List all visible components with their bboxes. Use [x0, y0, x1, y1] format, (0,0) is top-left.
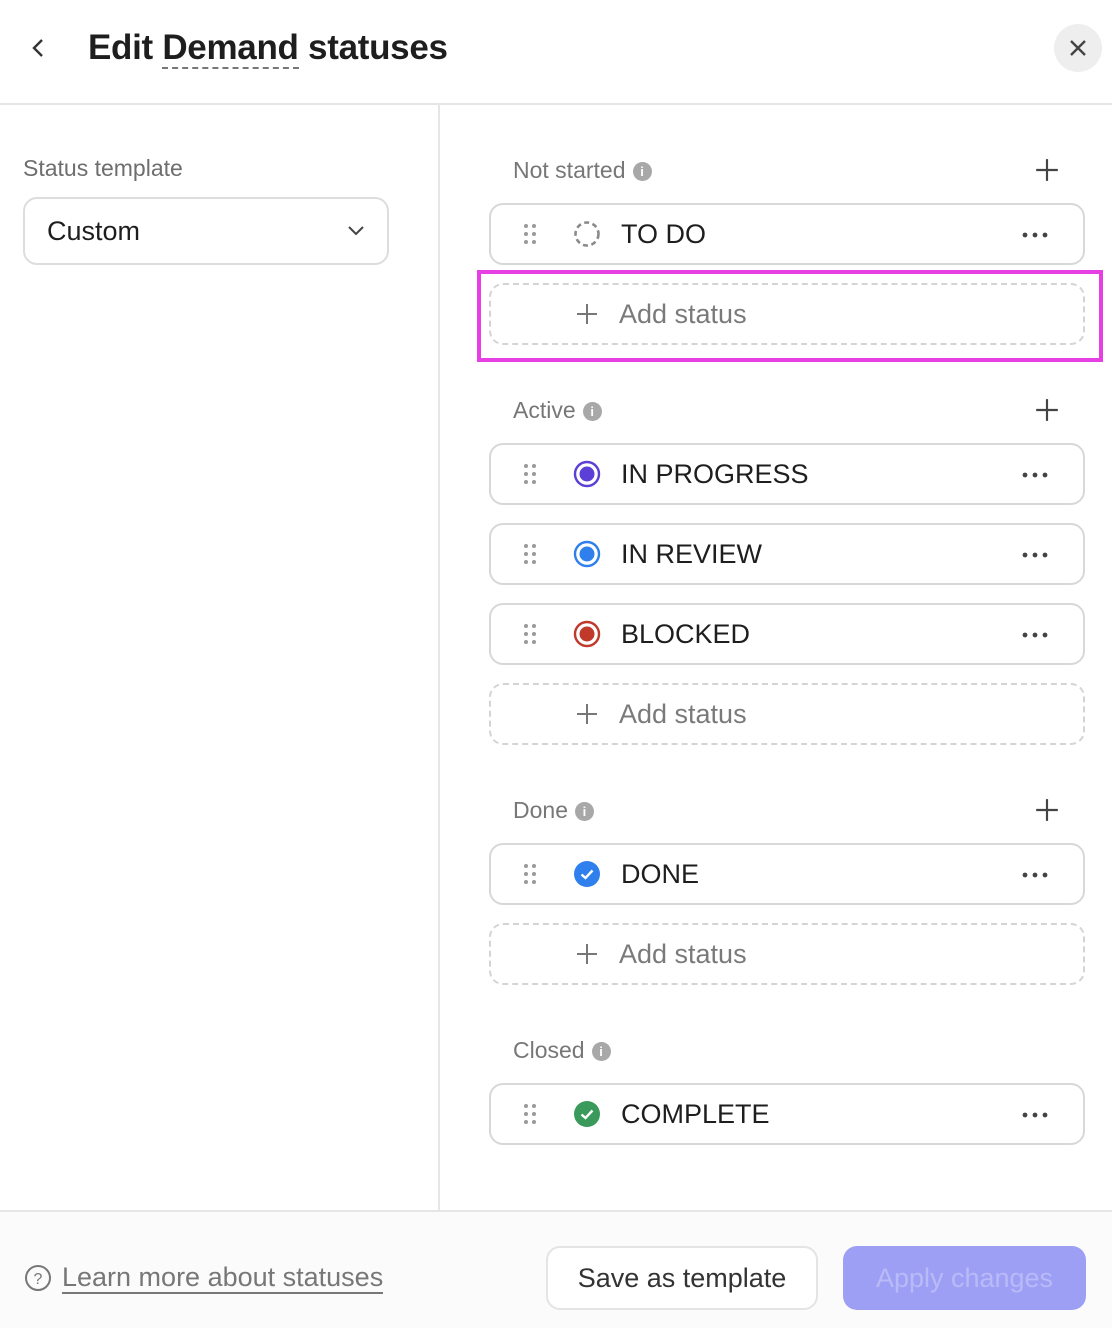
- status-section: Closed i COMPLETE: [489, 1017, 1085, 1145]
- back-icon[interactable]: [26, 32, 50, 64]
- section-title: Done: [513, 796, 568, 823]
- dialog-footer: ? Learn more about statuses Save as temp…: [0, 1210, 1112, 1328]
- add-status-label: Add status: [619, 698, 747, 729]
- more-options-icon[interactable]: [1021, 1105, 1049, 1125]
- more-options-icon[interactable]: [1021, 465, 1049, 485]
- section-title: Not started: [513, 156, 626, 183]
- apply-changes-button[interactable]: Apply changes: [843, 1246, 1086, 1310]
- add-status-button[interactable]: Add status: [489, 923, 1085, 985]
- section-header: Active i: [489, 377, 1085, 443]
- status-row[interactable]: IN REVIEW: [489, 523, 1085, 585]
- plus-icon: [577, 704, 597, 724]
- chevron-down-icon: [348, 226, 364, 236]
- status-name: COMPLETE: [621, 1098, 770, 1129]
- status-row[interactable]: TO DO: [489, 203, 1085, 265]
- section-header: Done i: [489, 777, 1085, 843]
- more-options-icon[interactable]: [1021, 225, 1049, 245]
- status-name: BLOCKED: [621, 618, 751, 649]
- plus-icon: [1036, 399, 1058, 421]
- drag-handle-icon[interactable]: [523, 623, 537, 645]
- section-title: Active: [513, 396, 576, 423]
- status-template-label: Status template: [23, 155, 183, 181]
- plus-icon: [577, 304, 597, 324]
- status-section: Not started i TO DO Add status: [489, 137, 1085, 345]
- more-options-icon[interactable]: [1021, 625, 1049, 645]
- status-row[interactable]: COMPLETE: [489, 1083, 1085, 1145]
- status-name: DONE: [621, 858, 700, 889]
- more-options-icon[interactable]: [1021, 865, 1049, 885]
- status-name: IN REVIEW: [621, 538, 763, 569]
- drag-handle-icon[interactable]: [523, 863, 537, 885]
- close-icon: [1070, 40, 1086, 56]
- add-status-button[interactable]: Add status: [489, 283, 1085, 345]
- info-icon[interactable]: i: [574, 801, 594, 821]
- status-section: Active i IN PROGRESS IN REVIEW BLOCKED Add st…: [489, 377, 1085, 745]
- info-icon[interactable]: i: [582, 401, 602, 421]
- project-name[interactable]: Demand: [162, 28, 299, 69]
- info-icon[interactable]: i: [591, 1041, 611, 1061]
- add-status-plus-button[interactable]: [1027, 390, 1067, 430]
- status-section: Done i DONE Add status: [489, 777, 1085, 985]
- plus-icon: [1036, 799, 1058, 821]
- help-icon: ?: [25, 1265, 51, 1291]
- ring-icon: [573, 540, 601, 568]
- dialog-header: Edit Demand statuses: [0, 0, 1112, 105]
- drag-handle-icon[interactable]: [523, 223, 537, 245]
- learn-more-text: Learn more about statuses: [62, 1262, 384, 1294]
- status-row[interactable]: IN PROGRESS: [489, 443, 1085, 505]
- check-circle-icon: [574, 1101, 600, 1127]
- close-button[interactable]: [1054, 24, 1102, 72]
- add-status-label: Add status: [619, 938, 747, 969]
- status-template-select[interactable]: Custom: [23, 197, 389, 265]
- ring-icon: [573, 620, 601, 648]
- drag-handle-icon[interactable]: [523, 463, 537, 485]
- page-title: Edit Demand statuses: [88, 28, 448, 69]
- select-value: Custom: [47, 215, 141, 246]
- more-options-icon[interactable]: [1021, 545, 1049, 565]
- status-sections: Not started i TO DO Add status Active i IN PRO…: [489, 137, 1085, 1177]
- drag-handle-icon[interactable]: [523, 543, 537, 565]
- status-name: TO DO: [621, 218, 707, 249]
- dashed-circle-icon: [574, 221, 600, 247]
- check-circle-icon: [574, 861, 600, 887]
- info-icon[interactable]: i: [632, 161, 652, 181]
- ring-icon: [573, 460, 601, 488]
- add-status-plus-button[interactable]: [1027, 150, 1067, 190]
- status-name: IN PROGRESS: [621, 458, 809, 489]
- svg-text:?: ?: [34, 1271, 43, 1288]
- template-panel: Status template Custom: [0, 105, 440, 1210]
- add-status-button[interactable]: Add status: [489, 683, 1085, 745]
- section-header: Not started i: [489, 137, 1085, 203]
- add-status-plus-button[interactable]: [1027, 790, 1067, 830]
- drag-handle-icon[interactable]: [523, 1103, 537, 1125]
- section-header: Closed i: [489, 1017, 1085, 1083]
- learn-more-link[interactable]: ? Learn more about statuses: [24, 1262, 384, 1294]
- plus-icon: [1036, 159, 1058, 181]
- add-status-label: Add status: [619, 298, 747, 329]
- status-row[interactable]: DONE: [489, 843, 1085, 905]
- save-as-template-button[interactable]: Save as template: [546, 1246, 818, 1310]
- status-row[interactable]: BLOCKED: [489, 603, 1085, 665]
- section-title: Closed: [513, 1036, 585, 1063]
- plus-icon: [577, 944, 597, 964]
